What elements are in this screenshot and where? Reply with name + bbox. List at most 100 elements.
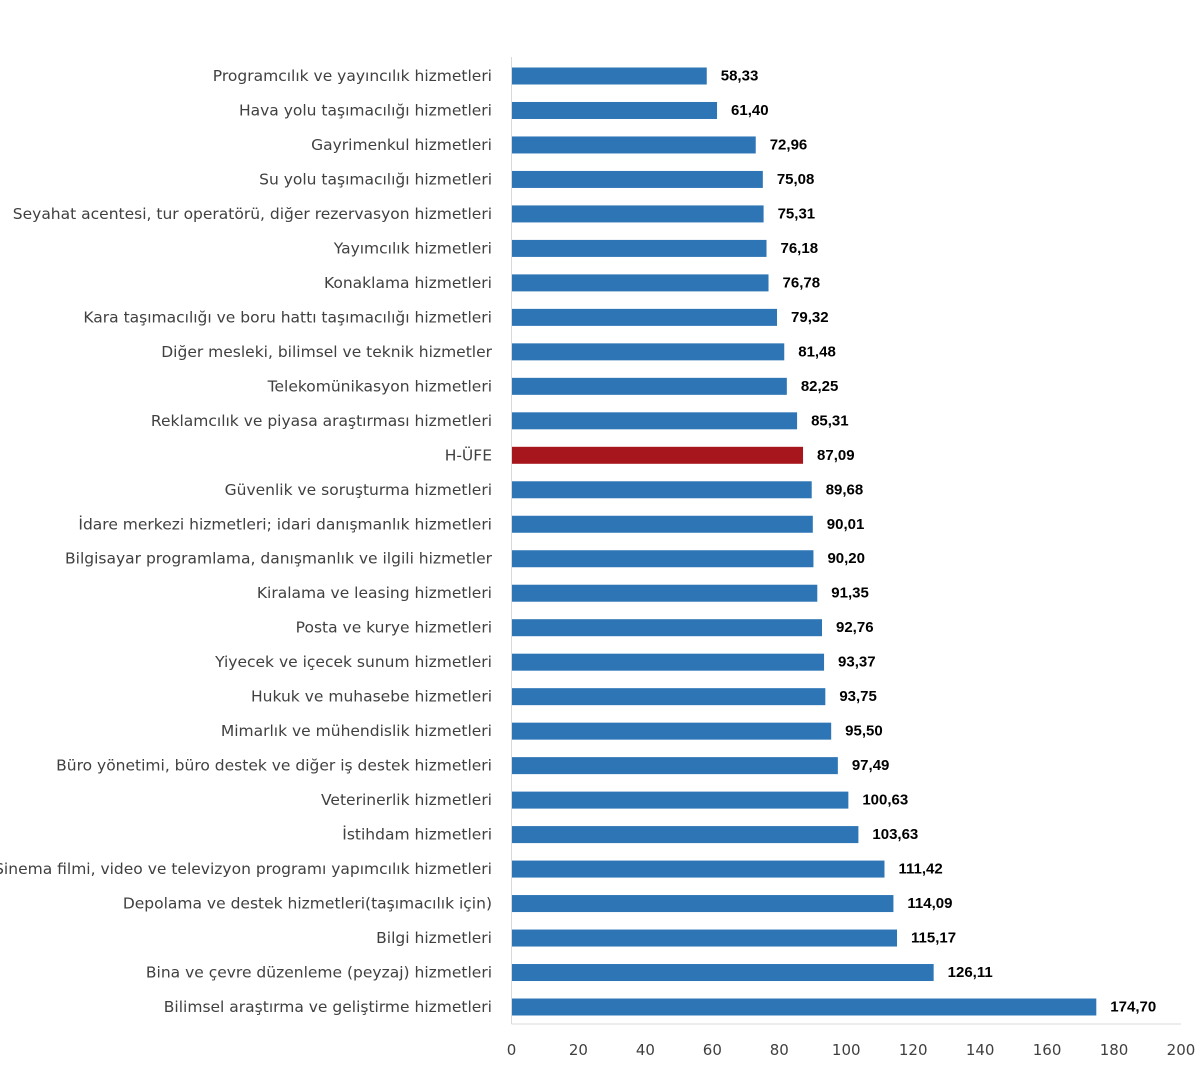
bar [511,67,707,85]
x-tick-label: 0 [507,1041,517,1059]
category-label: Yayımcılık hizmetleri [333,239,492,257]
category-label: İdare merkezi hizmetleri; idari danışman… [78,514,492,533]
category-label: Hava yolu taşımacılığı hizmetleri [239,101,492,119]
value-label: 82,25 [801,378,839,395]
axes [511,57,1181,1025]
category-label: Sinema filmi, video ve televizyon progra… [0,860,492,878]
category-label: Reklamcılık ve piyasa araştırması hizmet… [151,412,492,430]
x-tick-label: 60 [703,1041,722,1059]
value-label: 76,18 [781,240,819,257]
category-label: Diğer mesleki, bilimsel ve teknik hizmet… [161,343,492,361]
bar [511,239,767,257]
value-label: 58,33 [721,68,759,85]
bar [511,377,787,395]
bar [511,515,813,533]
value-label: 76,78 [783,274,821,291]
bar [511,757,838,775]
category-label: Bilimsel araştırma ve geliştirme hizmetl… [164,998,492,1016]
bar [511,998,1097,1016]
bar [511,412,798,430]
value-label: 95,50 [845,723,883,740]
bar [511,101,718,119]
value-label: 61,40 [731,102,769,119]
bar [511,343,785,361]
category-label: İstihdam hizmetleri [342,825,492,844]
value-label: 93,75 [839,688,877,705]
value-label: 75,31 [778,205,816,222]
bar [511,136,756,154]
category-label: Hukuk ve muhasebe hizmetleri [251,688,492,706]
value-label: 114,09 [907,895,952,912]
category-label: Konaklama hizmetleri [324,274,492,292]
x-tick-label: 180 [1100,1041,1129,1059]
x-tick-label: 40 [636,1041,655,1059]
value-label: 90,20 [827,550,865,567]
x-tick-label: 200 [1167,1041,1196,1059]
bar [511,688,826,706]
value-label: 87,09 [817,447,855,464]
bar [511,653,825,671]
bar [511,929,898,947]
value-label: 111,42 [898,861,942,878]
value-label: 97,49 [852,757,890,774]
bar [511,205,764,223]
x-tick-label: 100 [832,1041,861,1059]
category-label: Bina ve çevre düzenleme (peyzaj) hizmetl… [146,964,492,982]
value-label: 72,96 [770,136,808,153]
value-label: 75,08 [777,171,815,188]
value-label: 85,31 [811,412,849,429]
category-label: Bilgi hizmetleri [376,929,492,947]
value-label: 81,48 [798,343,836,360]
bar [511,308,778,326]
bars-layer [511,67,1097,1016]
x-tick-label: 120 [899,1041,928,1059]
bar [511,860,885,878]
bar [511,584,818,602]
category-label: Büro yönetimi, büro destek ve diğer iş d… [56,757,492,775]
value-label: 93,37 [838,654,876,671]
category-label: Su yolu taşımacılığı hizmetleri [259,170,492,188]
category-label: H-ÜFE [445,445,492,464]
bar [511,895,894,913]
bar [511,791,849,809]
x-tick-label: 160 [1033,1041,1062,1059]
category-labels: Programcılık ve yayıncılık hizmetleri Hav… [0,67,493,1016]
category-label: Yiyecek ve içecek sunum hizmetleri [214,653,492,671]
category-label: Depolama ve destek hizmetleri(taşımacılı… [123,895,492,913]
value-label: 91,35 [831,585,869,602]
category-label: Posta ve kurye hizmetleri [296,619,492,637]
value-label: 79,32 [791,309,829,326]
value-label: 126,11 [948,964,993,981]
category-label: Gayrimenkul hizmetleri [311,136,492,154]
value-label: 100,63 [862,792,908,809]
category-label: Seyahat acentesi, tur operatörü, diğer r… [13,205,492,223]
category-label: Kara taşımacılığı ve boru hattı taşımacı… [83,308,492,326]
category-label: Veterinerlik hizmetleri [321,791,492,809]
bar [511,170,763,188]
bar [511,550,814,568]
bar [511,722,832,740]
x-tick-label: 140 [966,1041,995,1059]
category-label: Programcılık ve yayıncılık hizmetleri [213,67,492,85]
x-axis-tick-labels: 0 20 40 60 80 100 120 140 160 180 200 [507,1041,1196,1059]
value-label: 174,70 [1110,999,1156,1016]
x-tick-label: 80 [770,1041,789,1059]
category-label: Bilgisayar programlama, danışmanlık ve i… [65,550,493,568]
value-label: 92,76 [836,619,874,636]
value-label: 90,01 [827,516,865,533]
bar [511,964,934,982]
bar [511,619,823,637]
bar [511,826,859,844]
value-label: 115,17 [911,930,956,947]
category-label: Güvenlik ve soruşturma hizmetleri [225,481,492,499]
value-label: 103,63 [872,826,918,843]
x-tick-label: 20 [569,1041,588,1059]
category-label: Kiralama ve leasing hizmetleri [257,584,492,602]
category-label: Mimarlık ve mühendislik hizmetleri [221,722,492,740]
bar-highlight [511,446,804,464]
bar [511,274,769,292]
category-label: Telekomünikasyon hizmetleri [267,377,492,395]
value-label: 89,68 [826,481,864,498]
